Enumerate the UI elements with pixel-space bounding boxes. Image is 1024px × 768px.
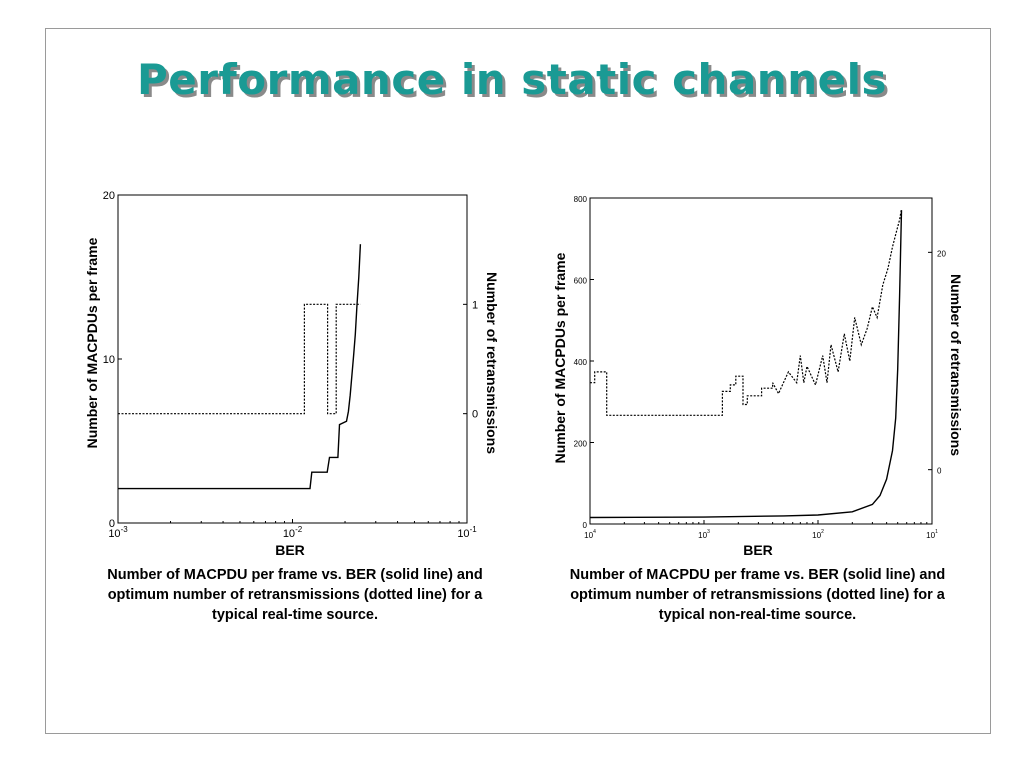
axes-box bbox=[589, 197, 933, 525]
y2-tick-label: 1 bbox=[472, 299, 478, 311]
y-tick-label: 20 bbox=[103, 190, 115, 202]
chart-caption-realtime: Number of MACPDU per frame vs. BER (soli… bbox=[107, 567, 483, 623]
slide-title: Performance in static channels bbox=[137, 55, 887, 104]
retransmissions-series-line bbox=[118, 303, 361, 415]
macpdu-series-line bbox=[118, 244, 362, 490]
y2-axis-label: Number of retransmissions bbox=[484, 272, 500, 454]
y2-tick-label: 0 bbox=[472, 409, 478, 421]
plot-frame: 104 103 102 101 0 200 400 600 800 0 20 bbox=[574, 195, 947, 540]
x-tick-label: 104 bbox=[584, 529, 596, 540]
x-tick-label: 10-2 bbox=[283, 525, 303, 540]
chart-caption-non-realtime: Number of MACPDU per frame vs. BER (soli… bbox=[569, 567, 946, 623]
y2-tick-label: 20 bbox=[937, 249, 946, 258]
y-tick-label: 0 bbox=[583, 521, 588, 530]
retransmissions-series-line bbox=[590, 208, 903, 416]
y-tick-label: 400 bbox=[574, 358, 588, 367]
plot-marks bbox=[118, 244, 362, 490]
y-axis-label: Number of MACPDUs per frame bbox=[84, 237, 100, 448]
x-axis-label: BER bbox=[743, 542, 773, 558]
y-tick-label: 10 bbox=[103, 354, 115, 366]
y-tick-label: 200 bbox=[574, 440, 588, 449]
x-tick-label: 102 bbox=[812, 529, 824, 540]
chart-non-realtime: 104 103 102 101 0 200 400 600 800 0 20 Number of M… bbox=[552, 195, 964, 558]
x-tick-label: 103 bbox=[698, 529, 710, 540]
y2-axis-label: Number of retransmissions bbox=[948, 274, 964, 456]
x-tick-label: 101 bbox=[926, 529, 938, 540]
y2-tick-label: 0 bbox=[937, 467, 942, 476]
y-axis-label: Number of MACPDUs per frame bbox=[552, 252, 568, 463]
axes-box bbox=[117, 194, 468, 524]
slide-frame bbox=[45, 28, 991, 734]
plot-marks bbox=[589, 208, 903, 519]
macpdu-series-line bbox=[589, 210, 903, 519]
x-axis-label: BER bbox=[275, 542, 305, 558]
y-tick-label: 600 bbox=[574, 277, 588, 286]
x-tick-label: 10-1 bbox=[457, 525, 477, 540]
y-tick-label: 800 bbox=[574, 195, 588, 204]
y-tick-label: 0 bbox=[109, 518, 115, 530]
